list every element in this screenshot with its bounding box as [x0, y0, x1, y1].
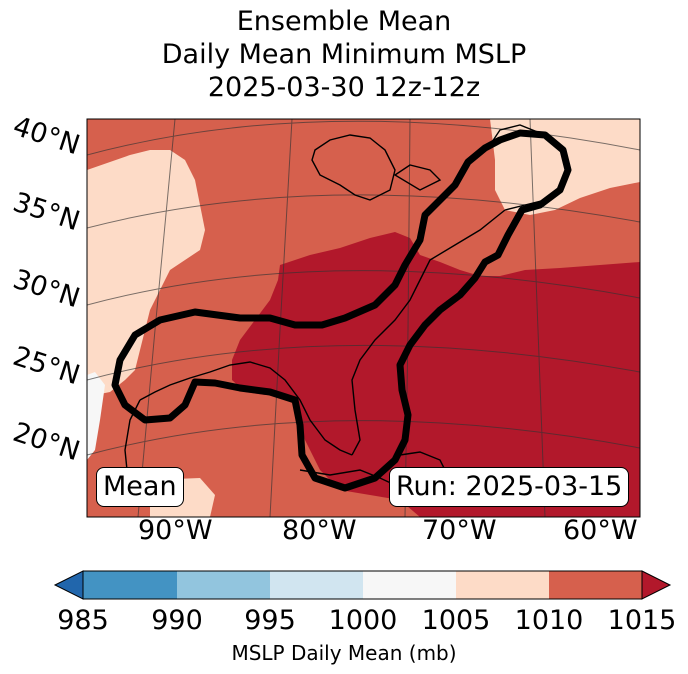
- graticule: [87, 119, 640, 517]
- lon-label-80: 80°W: [282, 515, 357, 546]
- colorbar-tick-995: 995: [244, 605, 296, 636]
- colorbar-bin-985-990: [83, 571, 177, 599]
- colorbar-tick-1005: 1005: [421, 605, 491, 636]
- title-line-3: 2025-03-30 12z-12z: [207, 72, 481, 103]
- colorbar: [53, 570, 672, 600]
- lon-label-60: 60°W: [563, 515, 638, 546]
- lon-label-90: 90°W: [138, 515, 213, 546]
- colorbar-bin-990-995: [177, 571, 270, 599]
- title-line-1: Ensemble Mean: [236, 6, 452, 37]
- title-line-2: Daily Mean Minimum MSLP: [161, 39, 527, 70]
- colorbar-tick-985: 985: [57, 605, 109, 636]
- colorbar-bin-995-1000: [270, 571, 363, 599]
- lon-label-70: 70°W: [422, 515, 497, 546]
- colorbar-tick-1000: 1000: [328, 605, 398, 636]
- map-frame: [86, 118, 641, 518]
- colorbar-tick-1010: 1010: [514, 605, 584, 636]
- mean-contour: [111, 129, 572, 492]
- run-box: Run: 2025-03-15: [389, 467, 630, 507]
- colorbar-label: MSLP Daily Mean (mb): [231, 641, 457, 665]
- mean-box: Mean: [96, 467, 184, 507]
- field-1000-1005-west: [87, 372, 105, 460]
- colorbar-tick-1015: 1015: [607, 605, 677, 636]
- colorbar-tick-990: 990: [151, 605, 203, 636]
- colorbar-bin-1010-1015: [549, 571, 642, 599]
- field-1005-1010-west: [87, 150, 205, 395]
- colorbar-bin-1000-1005: [363, 571, 456, 599]
- colorbar-bin-1005-1010: [456, 571, 549, 599]
- colorbar-extend-low: [53, 570, 84, 600]
- colorbar-extend-high: [641, 570, 672, 600]
- map-field: [87, 119, 640, 517]
- coastlines: [124, 124, 571, 506]
